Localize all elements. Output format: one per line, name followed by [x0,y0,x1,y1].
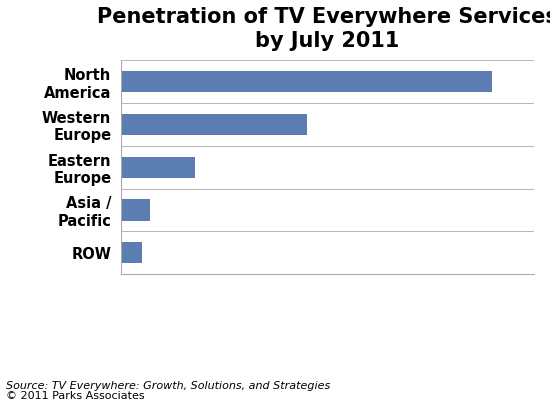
Text: © 2011 Parks Associates: © 2011 Parks Associates [6,391,144,401]
Bar [121,156,195,178]
Text: Source: TV Everywhere: Growth, Solutions, and Strategies: Source: TV Everywhere: Growth, Solutions… [6,381,330,391]
Bar [121,114,307,135]
Title: Penetration of TV Everywhere Services
by July 2011: Penetration of TV Everywhere Services by… [97,7,550,50]
Bar [121,199,150,221]
Bar [121,242,142,264]
Bar [121,71,492,92]
